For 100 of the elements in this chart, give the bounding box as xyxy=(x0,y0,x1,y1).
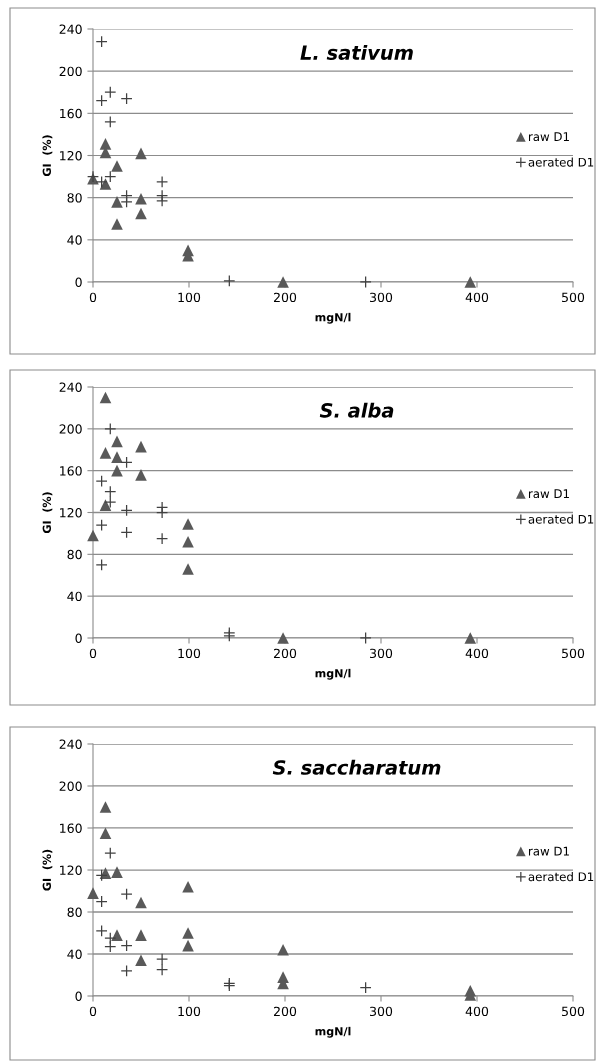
point xyxy=(104,940,117,953)
point xyxy=(111,929,123,941)
point xyxy=(95,558,108,571)
point xyxy=(156,175,169,188)
y-tick-label: 120 xyxy=(60,865,82,875)
point xyxy=(223,274,236,287)
x-tick-label: 100 xyxy=(178,1006,201,1017)
x-axis-title: mgN/l xyxy=(315,668,351,680)
point xyxy=(104,485,117,498)
x-tick-label: 500 xyxy=(562,1006,585,1017)
y-tick-label: 200 xyxy=(59,66,82,77)
y-tick-label: 160 xyxy=(60,108,82,119)
point xyxy=(111,866,123,878)
point xyxy=(135,192,147,205)
y-tick-label: 120 xyxy=(60,507,82,518)
y-tick-label: 80 xyxy=(67,193,82,203)
x-tick-label: 0 xyxy=(89,1006,97,1017)
y-tick-label: 0 xyxy=(75,277,82,287)
point xyxy=(359,275,372,289)
point xyxy=(182,563,194,575)
point xyxy=(120,888,133,901)
y-tick-label: 200 xyxy=(59,424,82,434)
y-tick-label: 160 xyxy=(60,466,82,476)
y-tick-label: 40 xyxy=(67,591,82,602)
y-tick-label: 0 xyxy=(75,633,82,643)
legend-label: aerated D1 xyxy=(528,514,594,524)
point xyxy=(182,927,194,939)
x-tick-label: 500 xyxy=(562,648,585,659)
y-axis-title: GI (%) xyxy=(42,492,53,534)
point xyxy=(95,475,108,488)
point xyxy=(120,964,133,977)
legend-label: raw D1 xyxy=(528,489,569,499)
point xyxy=(464,276,477,288)
legend-label: raw D1 xyxy=(528,132,569,142)
point xyxy=(104,86,117,99)
legend-label: aerated D1 xyxy=(528,872,594,882)
point xyxy=(135,929,147,941)
x-tick-label: 500 xyxy=(562,292,585,303)
point xyxy=(120,195,133,208)
point xyxy=(120,92,133,105)
point xyxy=(135,954,147,967)
y-tick-label: 80 xyxy=(67,549,82,560)
point xyxy=(182,880,194,893)
point xyxy=(99,391,112,404)
y-axis-title: GI (%) xyxy=(42,135,53,177)
point xyxy=(99,801,112,813)
point xyxy=(359,981,372,994)
point xyxy=(99,178,112,190)
point xyxy=(182,518,194,530)
y-tick-label: 240 xyxy=(59,739,82,749)
point xyxy=(95,175,108,188)
point xyxy=(99,447,112,459)
y-tick-label: 0 xyxy=(75,991,82,1001)
point xyxy=(111,218,123,230)
point xyxy=(95,895,108,908)
y-tick-label: 120 xyxy=(60,150,82,161)
point xyxy=(120,939,133,952)
point xyxy=(120,526,133,539)
point xyxy=(104,115,117,128)
point xyxy=(359,631,372,645)
point xyxy=(182,535,194,548)
point xyxy=(156,963,169,976)
x-tick-label: 0 xyxy=(89,648,97,659)
y-tick-label: 240 xyxy=(59,24,82,34)
y-axis-title: GI (%) xyxy=(42,849,53,891)
text: S. saccharatum xyxy=(272,759,441,775)
legend-label: raw D1 xyxy=(528,846,569,856)
point xyxy=(95,35,108,48)
x-tick-label: 300 xyxy=(370,648,393,659)
x-tick-label: 400 xyxy=(465,292,489,303)
point xyxy=(277,943,289,956)
point xyxy=(135,469,147,481)
x-tick-label: 100 xyxy=(178,648,201,659)
x-tick-label: 100 xyxy=(178,292,201,303)
x-tick-label: 300 xyxy=(370,1006,393,1017)
point xyxy=(111,196,123,208)
point xyxy=(87,887,99,899)
x-tick-label: 200 xyxy=(273,292,297,303)
text: S. alba xyxy=(319,402,394,418)
point xyxy=(99,827,112,840)
x-tick-label: 200 xyxy=(273,1006,297,1017)
y-tick-label: 40 xyxy=(67,235,82,245)
y-tick-label: 200 xyxy=(59,781,82,791)
point xyxy=(104,170,117,183)
point xyxy=(95,94,108,107)
point xyxy=(95,519,108,532)
x-tick-label: 400 xyxy=(465,648,489,659)
y-tick-label: 240 xyxy=(59,382,82,392)
point xyxy=(277,276,289,288)
point xyxy=(120,456,133,469)
point xyxy=(104,847,117,860)
x-tick-label: 400 xyxy=(465,1006,489,1017)
x-axis-title: mgN/l xyxy=(315,312,351,324)
point xyxy=(104,422,117,435)
point xyxy=(464,632,477,644)
y-tick-label: 80 xyxy=(67,907,82,917)
point xyxy=(156,532,169,545)
x-tick-label: 0 xyxy=(89,292,97,303)
point xyxy=(111,451,123,463)
point xyxy=(120,504,133,517)
